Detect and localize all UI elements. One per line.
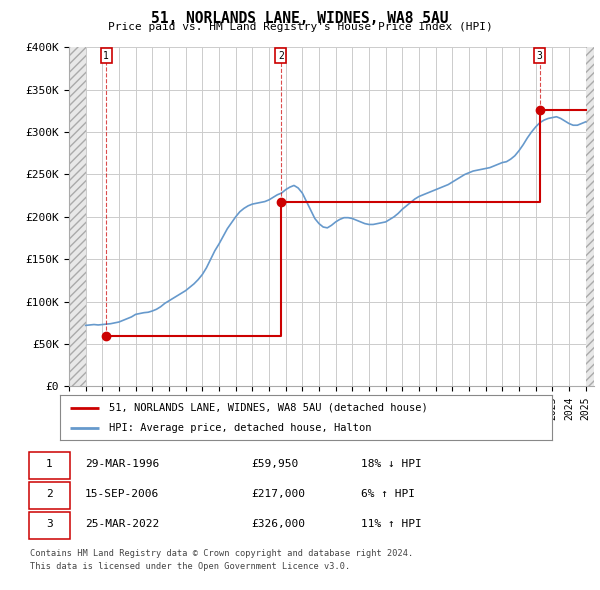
Text: £326,000: £326,000: [251, 519, 305, 529]
Text: Contains HM Land Registry data © Crown copyright and database right 2024.: Contains HM Land Registry data © Crown c…: [30, 549, 413, 558]
Text: £59,950: £59,950: [251, 459, 298, 469]
FancyBboxPatch shape: [29, 512, 70, 539]
Text: HPI: Average price, detached house, Halton: HPI: Average price, detached house, Halt…: [109, 424, 372, 434]
FancyBboxPatch shape: [29, 482, 70, 509]
Text: 2: 2: [46, 489, 53, 499]
Text: £217,000: £217,000: [251, 489, 305, 499]
FancyBboxPatch shape: [29, 452, 70, 478]
Text: 2: 2: [278, 51, 284, 61]
Text: 15-SEP-2006: 15-SEP-2006: [85, 489, 160, 499]
Text: 1: 1: [103, 51, 109, 61]
Text: Price paid vs. HM Land Registry's House Price Index (HPI): Price paid vs. HM Land Registry's House …: [107, 22, 493, 32]
Bar: [586, 47, 594, 386]
Text: 29-MAR-1996: 29-MAR-1996: [85, 459, 160, 469]
Text: 3: 3: [46, 519, 53, 529]
Text: 51, NORLANDS LANE, WIDNES, WA8 5AU (detached house): 51, NORLANDS LANE, WIDNES, WA8 5AU (deta…: [109, 403, 428, 412]
Text: 51, NORLANDS LANE, WIDNES, WA8 5AU: 51, NORLANDS LANE, WIDNES, WA8 5AU: [151, 11, 449, 25]
Bar: [69, 47, 86, 386]
Text: This data is licensed under the Open Government Licence v3.0.: This data is licensed under the Open Gov…: [30, 562, 350, 571]
Text: 18% ↓ HPI: 18% ↓ HPI: [361, 459, 422, 469]
Text: 6% ↑ HPI: 6% ↑ HPI: [361, 489, 415, 499]
Text: 1: 1: [46, 459, 53, 469]
Text: 25-MAR-2022: 25-MAR-2022: [85, 519, 160, 529]
Text: 11% ↑ HPI: 11% ↑ HPI: [361, 519, 422, 529]
Text: 3: 3: [536, 51, 542, 61]
